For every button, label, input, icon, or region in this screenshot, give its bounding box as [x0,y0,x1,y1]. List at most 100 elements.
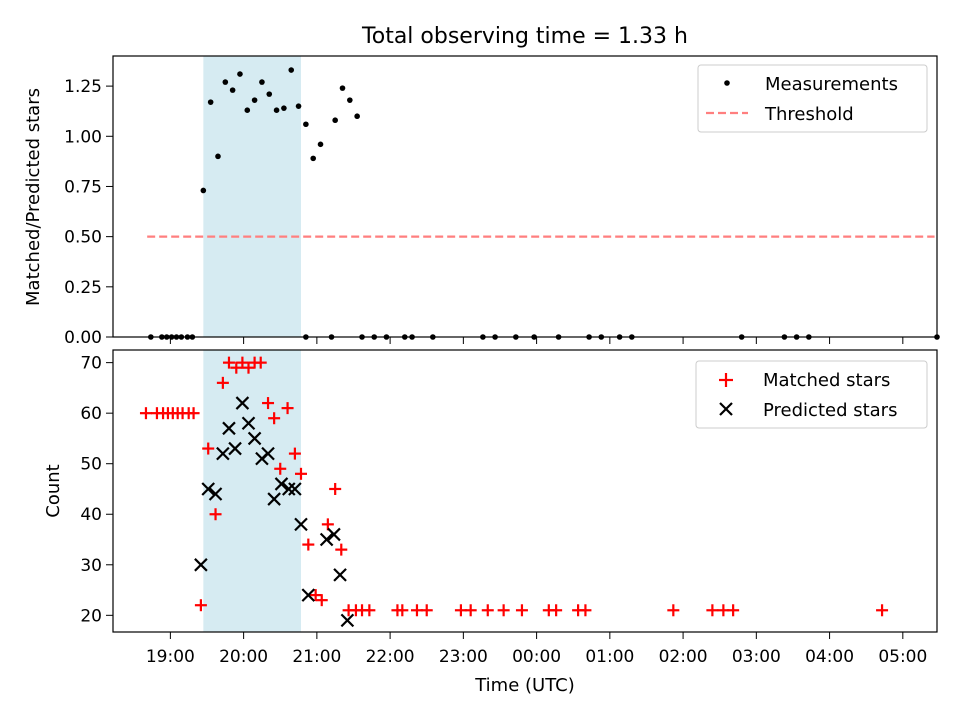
predicted-stars-point [216,446,230,461]
matched-stars-point [281,402,294,415]
measurements-point [229,87,236,93]
x-tick-label: 05:00 [878,647,927,667]
legend: Measurements Threshold [697,64,928,133]
predicted-stars-point [274,477,289,491]
y-tick-label: 60 [80,404,102,424]
ratio-panel: Total observing time = 1.33 h 0.000.250.… [23,24,940,348]
measurements-point [266,91,273,97]
matched-stars-point [579,604,592,617]
matched-stars-point [254,356,267,369]
predicted-stars-point [201,482,215,496]
y-axis-label: Matched/Predicted stars [23,88,44,306]
count-marks [139,356,889,628]
legend-marker-matched-stars [719,373,733,387]
measurements-point [207,99,214,105]
matched-stars-point [667,604,680,617]
predicted-stars-point [288,482,302,496]
matched-stars-point [464,604,477,617]
matched-stars-point [876,604,889,617]
matched-stars-point [268,412,281,425]
y-tick-label: 20 [80,606,102,626]
matched-stars-point [262,397,275,410]
ratio-marks [147,67,940,340]
chart-title: Total observing time = 1.33 h [361,24,688,49]
matched-stars-point [216,376,229,389]
x-tick-label: 23:00 [439,647,488,667]
y-axis-ticks: 20 30 40 50 60 70 [80,354,113,626]
matched-stars-point [396,604,409,617]
matched-stars-point [274,462,287,475]
y-tick-label: 50 [80,455,102,475]
y-tick-label: 40 [80,505,102,525]
y-tick-label: 0.00 [64,328,102,348]
predicted-stars-point [194,558,208,572]
matched-stars-point [194,599,207,612]
count-panel: 20 30 40 50 60 70 19:00 20:00 21:00 22:00 23:00 00… [43,349,938,696]
legend-label-matched-stars: Matched stars [763,370,890,391]
measurements-point [339,85,346,91]
predicted-stars-point [282,482,296,496]
predicted-stars-point [235,396,250,410]
predicted-stars-point [208,487,223,501]
matched-stars-point [294,467,307,480]
matched-stars-point [481,604,494,617]
matched-stars-point [497,604,510,617]
matched-stars-point [329,482,342,495]
y-tick-label: 1.00 [64,127,102,147]
plot-frame [112,349,938,633]
y-tick-label: 0.50 [64,228,102,248]
measurements-point [215,153,221,160]
predicted-stars-point [319,532,334,547]
legend-label-measurements: Measurements [765,74,898,95]
matched-stars-point [209,508,222,521]
x-tick-label: 03:00 [732,647,781,667]
matched-stars-point [202,442,215,455]
matched-stars-point [139,407,152,420]
x-tick-label: 21:00 [292,647,341,667]
legend-marker-predicted-stars [719,402,733,416]
matched-stars-point [420,604,433,617]
y-tick-label: 0.75 [64,177,102,197]
x-tick-label: 04:00 [805,647,854,667]
measurements-point [354,113,360,120]
y-tick-label: 70 [80,354,102,374]
measurements-point [317,141,324,148]
predicted-stars-point [222,421,236,436]
matched-stars-point [363,604,376,617]
x-axis-ticks [169,337,904,344]
matched-stars-point [187,407,200,420]
matched-stars-point [230,361,243,374]
x-tick-label: 19:00 [146,647,195,667]
predicted-stars-point [228,441,242,456]
measurements-point [347,97,353,103]
measurements-point [200,187,207,194]
predicted-stars-point [261,446,275,461]
measurements-point [222,79,229,85]
legend-frame [697,64,928,133]
measurements-point [244,107,251,113]
matched-stars-point [222,356,235,369]
predicted-stars-point [247,431,262,446]
y-tick-label: 30 [80,556,102,576]
measurements-point [288,67,295,73]
y-axis-ticks: 0.00 0.25 0.50 0.75 1.00 1.25 [64,77,113,348]
measurements-point [251,97,258,103]
legend: Matched stars Predicted stars [695,360,928,429]
y-axis-label: Count [43,464,64,517]
measurements-point [281,105,287,111]
measurements-point [303,121,309,128]
shaded-interval [203,56,301,337]
y-tick-label: 0.25 [64,278,102,298]
matched-stars-point [315,594,328,607]
matched-stars-point [302,538,315,551]
matched-stars-point [335,543,348,556]
matched-stars-point [727,604,740,617]
legend-marker-measurements [724,80,730,86]
measurements-point [259,79,265,85]
y-tick-label: 1.25 [64,77,102,97]
matched-stars-point [236,356,249,369]
legend-label-threshold: Threshold [764,104,854,125]
predicted-stars-point [333,568,347,582]
matched-stars-point [515,604,528,617]
